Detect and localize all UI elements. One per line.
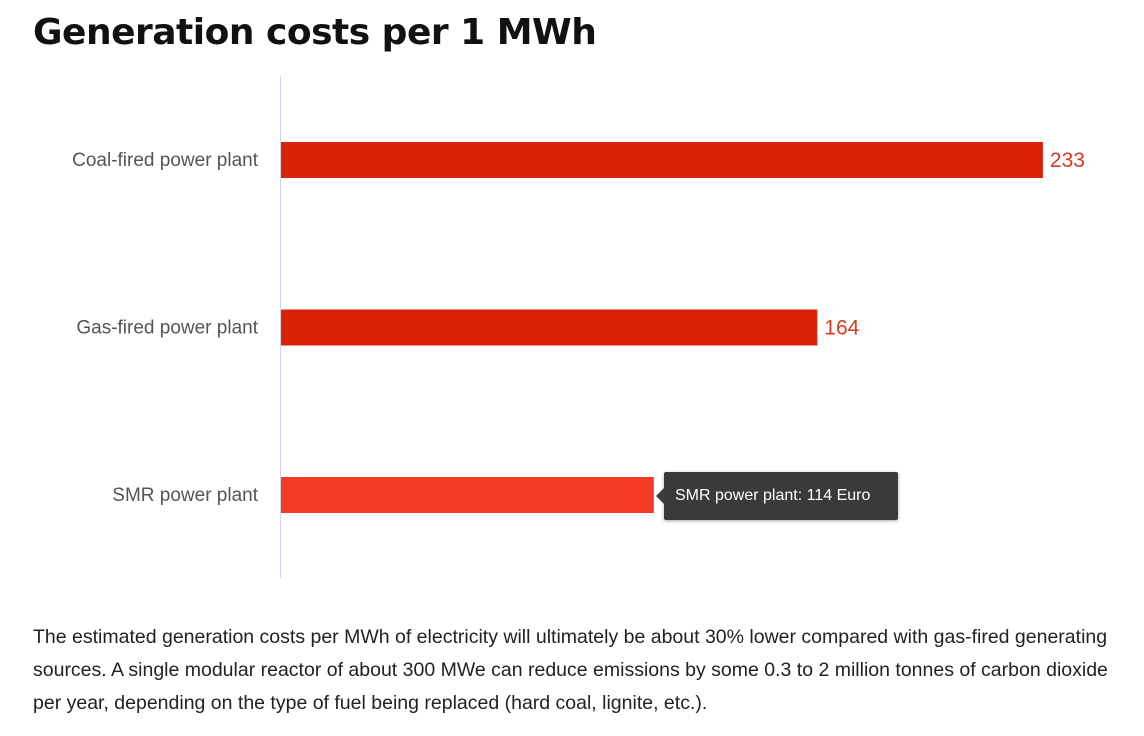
value-label: 164 [824, 317, 859, 340]
chart-description: The estimated generation costs per MWh o… [33, 626, 1108, 714]
category-label: Coal-fired power plant [72, 150, 259, 171]
bar-chart: Coal-fired power plant 233 Gas-fired power… [72, 76, 1085, 578]
tooltip-text: SMR power plant: 114 Euro [675, 487, 871, 504]
chart-title: Generation costs per 1 MWh [33, 12, 597, 53]
category-label: Gas-fired power plant [76, 318, 258, 339]
bars-layer: Coal-fired power plant 233 Gas-fired power… [72, 142, 1085, 513]
value-label: 233 [1050, 149, 1085, 172]
category-label: SMR power plant [112, 485, 258, 506]
bar-gas-fired-power-plant[interactable] [281, 309, 818, 346]
bar-tooltip: SMR power plant: 114 Euro [656, 472, 898, 520]
bar-coal-fired-power-plant[interactable] [281, 142, 1043, 178]
bar-smr-power-plant[interactable] [281, 477, 654, 513]
